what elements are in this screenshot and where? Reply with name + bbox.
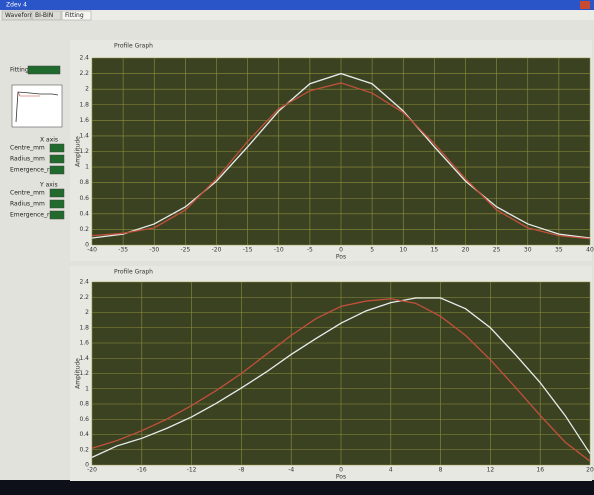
field-value-box: [50, 166, 64, 174]
field-label: Centre_mm: [10, 190, 45, 197]
chart-title: Profile Graph: [114, 43, 153, 50]
x-tick-label: -10: [274, 247, 284, 254]
x-tick-label: 15: [431, 247, 439, 254]
fit-value-box: [28, 66, 60, 74]
y-tick-label: 2: [85, 309, 89, 316]
x-tick-label: 20: [586, 467, 594, 474]
x-axis-label: Pos: [336, 474, 346, 481]
x-tick-label: 35: [555, 247, 563, 254]
field-label: Radius_mm: [10, 156, 45, 163]
x-tick-label: -20: [212, 247, 222, 254]
field-value-box: [50, 155, 64, 163]
x-axis-label: Pos: [336, 254, 346, 261]
y-tick-label: 0.8: [79, 179, 89, 186]
y-tick-label: 0.4: [79, 431, 89, 438]
x-tick-label: -4: [288, 467, 294, 474]
group-heading: X axis: [40, 137, 58, 144]
screen: Zdev 4 WaveformBI-BIN Fitting Fitting X axi…: [0, 0, 594, 495]
x-tick-label: 5: [370, 247, 374, 254]
x-tick-label: 40: [586, 247, 594, 254]
y-tick-label: 2.2: [79, 294, 89, 301]
x-tick-label: -20: [87, 467, 97, 474]
y-tick-label: 0.2: [79, 226, 89, 233]
x-tick-label: -25: [180, 247, 190, 254]
mini-plot: [12, 85, 62, 127]
tab-label: BI-BIN: [35, 12, 53, 19]
fit-label: Fitting: [10, 67, 29, 74]
y-tick-label: 1.6: [79, 117, 89, 124]
field-value-box: [50, 144, 64, 152]
x-tick-label: 10: [399, 247, 407, 254]
y-tick-label: 2.4: [79, 279, 89, 286]
field-label: Emergence_r: [10, 167, 50, 174]
title-bar: [0, 0, 594, 10]
y-axis-label: Amplitude: [75, 136, 82, 167]
field-label: Emergence_r: [10, 212, 50, 219]
x-tick-label: 16: [536, 467, 544, 474]
x-tick-label: -15: [243, 247, 253, 254]
x-tick-label: 8: [439, 467, 443, 474]
y-tick-label: 1: [85, 385, 89, 392]
screen-bezel: [0, 480, 594, 495]
x-tick-label: -8: [238, 467, 244, 474]
y-tick-label: 1.8: [79, 324, 89, 331]
x-tick-label: -5: [307, 247, 313, 254]
tab-label: Fitting: [65, 12, 84, 19]
y-tick-label: 2: [85, 86, 89, 93]
x-tick-label: -30: [149, 247, 159, 254]
app-window: Zdev 4 WaveformBI-BIN Fitting Fitting X axi…: [0, 0, 594, 495]
x-tick-label: -16: [137, 467, 147, 474]
field-label: Centre_mm: [10, 145, 45, 152]
y-tick-label: 1: [85, 164, 89, 171]
field-label: Radius_mm: [10, 201, 45, 208]
window-title: Zdev 4: [6, 2, 27, 9]
x-tick-label: 20: [462, 247, 470, 254]
y-tick-label: 0.6: [79, 416, 89, 423]
y-tick-label: 0.2: [79, 446, 89, 453]
group-heading: Y axis: [39, 182, 58, 189]
y-axis-label: Amplitude: [75, 358, 82, 389]
x-tick-label: 4: [389, 467, 393, 474]
x-tick-label: 0: [339, 467, 343, 474]
field-value-box: [50, 200, 64, 208]
y-tick-label: 1.8: [79, 101, 89, 108]
x-tick-label: 25: [493, 247, 501, 254]
y-tick-label: 0.6: [79, 195, 89, 202]
x-tick-label: -35: [118, 247, 128, 254]
field-value-box: [50, 189, 64, 197]
close-button[interactable]: [580, 1, 590, 9]
x-tick-label: 30: [524, 247, 532, 254]
y-tick-label: 2.2: [79, 70, 89, 77]
y-tick-label: 1.6: [79, 340, 89, 347]
tab-label: Waveform: [5, 12, 36, 19]
y-tick-label: 0.4: [79, 210, 89, 217]
field-value-box: [50, 211, 64, 219]
x-tick-label: -40: [87, 247, 97, 254]
x-tick-label: 0: [339, 247, 343, 254]
x-tick-label: -12: [187, 467, 197, 474]
x-tick-label: 12: [487, 467, 495, 474]
y-tick-label: 2.4: [79, 55, 89, 62]
y-tick-label: 0.8: [79, 401, 89, 408]
chart-title: Profile Graph: [114, 269, 153, 276]
